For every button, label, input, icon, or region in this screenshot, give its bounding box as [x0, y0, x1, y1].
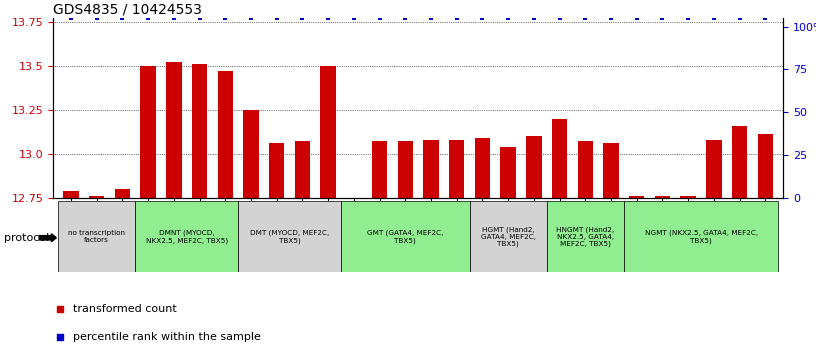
Bar	[58, 201, 135, 272]
Text: transformed count: transformed count	[73, 304, 177, 314]
Bar	[192, 64, 207, 198]
Bar	[238, 201, 341, 272]
Bar	[500, 147, 516, 198]
Bar	[218, 71, 233, 198]
Bar	[269, 143, 285, 198]
Bar	[449, 140, 464, 198]
Bar	[341, 201, 470, 272]
Bar	[547, 201, 624, 272]
Text: DMNT (MYOCD,
NKX2.5, MEF2C, TBX5): DMNT (MYOCD, NKX2.5, MEF2C, TBX5)	[146, 230, 228, 244]
Text: HNGMT (Hand2,
NKX2.5, GATA4,
MEF2C, TBX5): HNGMT (Hand2, NKX2.5, GATA4, MEF2C, TBX5…	[557, 227, 614, 247]
Bar	[629, 196, 645, 198]
Bar	[321, 66, 336, 198]
Text: no transcription
factors: no transcription factors	[69, 231, 126, 243]
Text: protocol: protocol	[4, 233, 49, 243]
Bar	[397, 142, 413, 198]
Text: GDS4835 / 10424553: GDS4835 / 10424553	[53, 3, 202, 17]
Bar	[681, 196, 696, 198]
Bar	[166, 62, 182, 198]
Bar	[295, 142, 310, 198]
Text: NGMT (NKX2.5, GATA4, MEF2C,
TBX5): NGMT (NKX2.5, GATA4, MEF2C, TBX5)	[645, 230, 757, 244]
Bar	[89, 196, 104, 198]
Bar	[470, 201, 547, 272]
Text: HGMT (Hand2,
GATA4, MEF2C,
TBX5): HGMT (Hand2, GATA4, MEF2C, TBX5)	[481, 227, 536, 247]
Bar	[578, 142, 593, 198]
Bar	[654, 196, 670, 198]
Bar	[624, 201, 778, 272]
Text: DMT (MYOCD, MEF2C,
TBX5): DMT (MYOCD, MEF2C, TBX5)	[250, 230, 329, 244]
Bar	[732, 126, 747, 198]
Bar	[706, 140, 721, 198]
Bar	[603, 143, 619, 198]
Bar	[243, 110, 259, 198]
Bar	[424, 140, 439, 198]
Bar	[475, 138, 490, 198]
Bar	[757, 134, 773, 198]
Bar	[115, 189, 131, 198]
Text: GMT (GATA4, MEF2C,
TBX5): GMT (GATA4, MEF2C, TBX5)	[367, 230, 444, 244]
Bar	[135, 201, 238, 272]
Bar	[64, 191, 79, 198]
Bar	[526, 136, 542, 198]
Bar	[140, 66, 156, 198]
Bar	[552, 119, 567, 198]
Bar	[372, 142, 388, 198]
Text: percentile rank within the sample: percentile rank within the sample	[73, 333, 261, 342]
